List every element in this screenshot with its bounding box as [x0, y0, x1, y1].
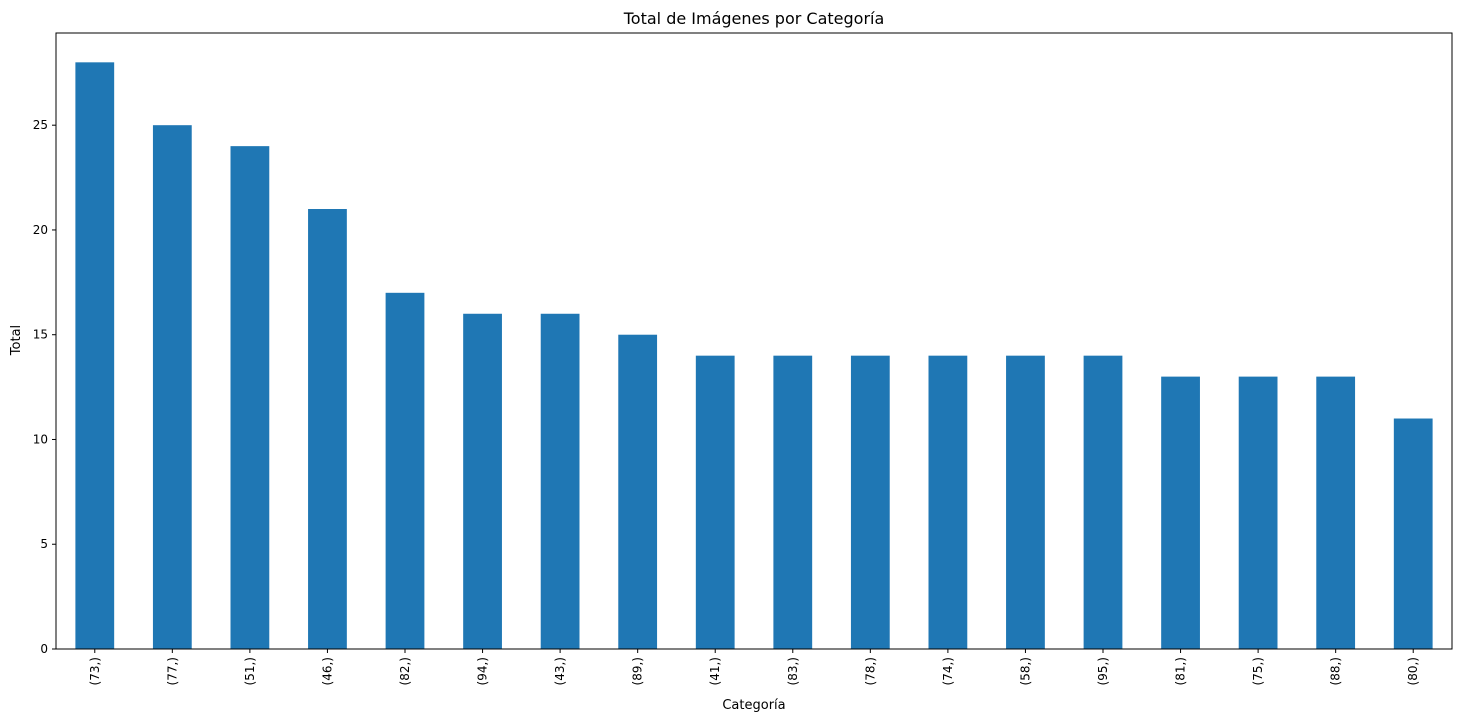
x-tick-label-13: (95,) [1096, 657, 1110, 685]
bar-12 [1006, 355, 1045, 649]
x-tick-label-10: (78,) [863, 657, 877, 685]
x-tick-label-1: (77,) [165, 657, 179, 685]
x-tick-label-14: (81,) [1174, 657, 1188, 685]
x-tick-label-15: (75,) [1251, 657, 1265, 685]
bar-14 [1161, 376, 1200, 649]
bar-17 [1393, 418, 1433, 649]
x-tick-label-7: (89,) [631, 657, 645, 685]
bar-7 [618, 334, 658, 649]
bar-6 [540, 313, 580, 649]
bars-group [75, 62, 1433, 649]
x-tick-label-5: (94,) [476, 657, 490, 685]
bar-4 [385, 292, 425, 649]
x-tick-label-12: (58,) [1018, 657, 1032, 685]
x-tick-label-0: (73,) [88, 657, 102, 685]
x-tick-label-17: (80,) [1406, 657, 1420, 685]
y-tick-label-4: 20 [33, 223, 48, 237]
bar-8 [695, 355, 735, 649]
bar-9 [773, 355, 813, 649]
x-tick-label-8: (41,) [708, 657, 722, 685]
y-tick-label-5: 25 [33, 118, 48, 132]
x-tick-label-3: (46,) [320, 657, 334, 685]
plot-frame [55, 32, 1453, 650]
y-tick-label-3: 15 [33, 328, 48, 342]
y-tick-label-2: 10 [33, 432, 48, 446]
x-axis-ticks: (73,) (77,) (51,) (46,) (82,) (94,) (43,) (89,)… [88, 649, 1420, 685]
y-axis-ticks: 0 5 10 15 20 25 [33, 118, 56, 656]
x-tick-label-9: (83,) [786, 657, 800, 685]
y-tick-label-1: 5 [40, 537, 48, 551]
chart-title: Total de Imágenes por Categoría [623, 9, 885, 28]
bar-5 [463, 313, 502, 649]
bar-1 [152, 125, 192, 649]
bar-11 [928, 355, 968, 649]
bar-15 [1238, 376, 1278, 649]
x-axis-label: Categoría [722, 698, 785, 713]
bar-10 [850, 355, 890, 649]
bar-16 [1316, 376, 1356, 649]
x-tick-label-6: (43,) [553, 657, 567, 685]
bar-3 [308, 209, 347, 649]
x-tick-label-4: (82,) [398, 657, 412, 685]
x-tick-label-16: (88,) [1329, 657, 1343, 685]
bar-0 [75, 62, 115, 649]
x-tick-label-2: (51,) [243, 657, 257, 685]
y-axis-label: Total [9, 325, 24, 356]
bar-2 [230, 146, 270, 649]
x-tick-label-11: (74,) [941, 657, 955, 685]
y-tick-label-0: 0 [40, 642, 48, 656]
bar-13 [1083, 355, 1123, 649]
